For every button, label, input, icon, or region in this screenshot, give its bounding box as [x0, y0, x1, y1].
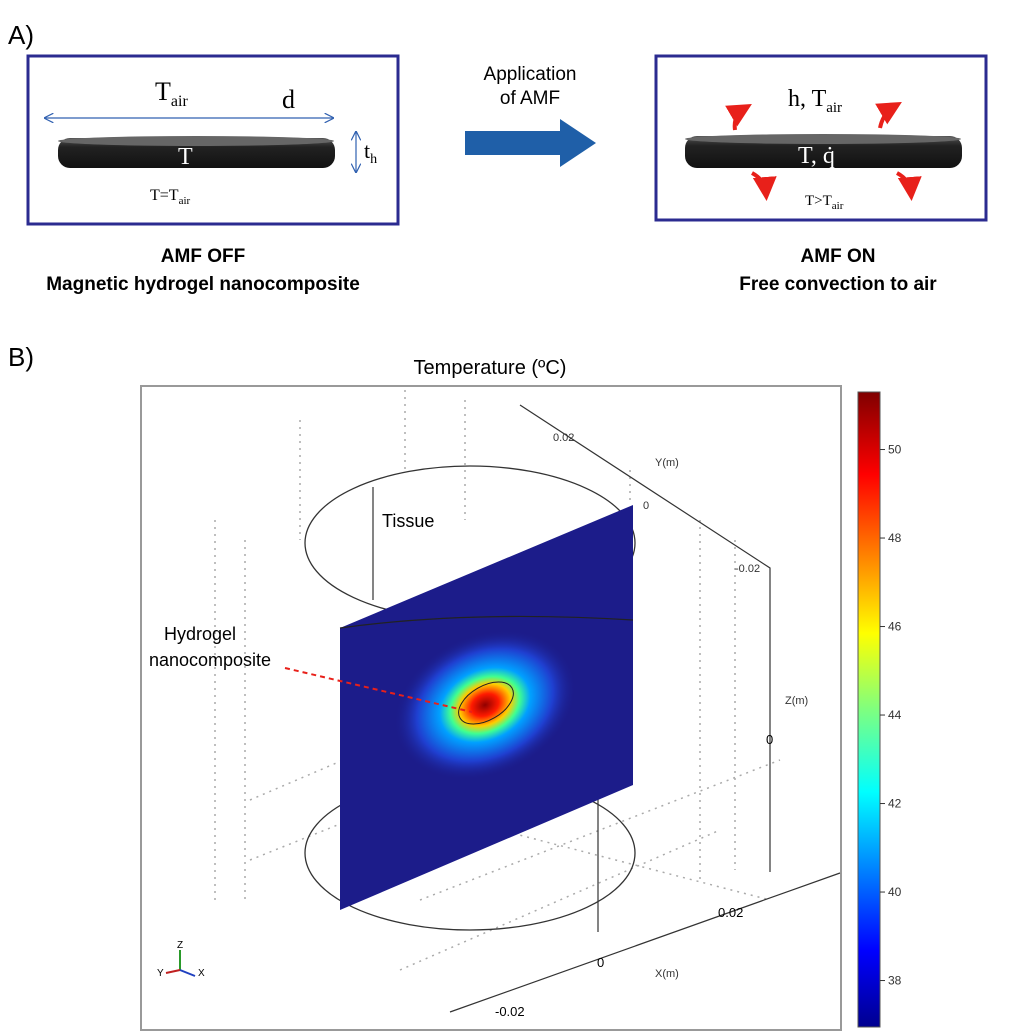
arrow-label: of AMF [500, 88, 560, 109]
label: T [178, 144, 193, 170]
colorbar-tick-label: 46 [888, 620, 902, 634]
annotation: Hydrogel [164, 624, 236, 644]
label: th [364, 138, 377, 167]
axis-label: Y(m) [655, 457, 679, 469]
annotation: nanocomposite [149, 650, 271, 670]
colorbar-tick-label: 42 [888, 797, 902, 811]
disc-top [58, 136, 334, 146]
caption: AMF ON [801, 246, 876, 267]
heat-arrow [880, 106, 895, 128]
colorbar [858, 392, 880, 1027]
triad-label: Y [157, 968, 164, 979]
tick-label: 0.02 [553, 432, 574, 444]
colorbar-tick-label: 50 [888, 443, 902, 457]
plot-title: Temperature (ºC) [414, 357, 567, 379]
label: h, Tair [788, 86, 842, 116]
caption: AMF OFF [161, 246, 245, 267]
panel-label: B) [8, 342, 34, 372]
colorbar-tick-label: 48 [888, 531, 902, 545]
annotation: Tissue [382, 511, 434, 531]
caption: Magnetic hydrogel nanocomposite [46, 274, 360, 295]
panel-label: A) [8, 20, 34, 50]
label: d [282, 85, 295, 114]
heat-arrow [735, 108, 745, 130]
heat-arrow [752, 173, 766, 193]
colorbar-tick-label: 44 [888, 708, 902, 722]
axis-label: X(m) [655, 968, 679, 980]
tick-label: 0.02 [718, 905, 743, 920]
label: T>Tair [805, 193, 844, 212]
arrow-label: Application [484, 64, 577, 85]
tick-label: 0 [643, 500, 649, 512]
tick-label: 0 [766, 732, 773, 747]
label: T=Tair [150, 187, 191, 207]
block-arrow [465, 119, 596, 167]
tick-label: -0.02 [495, 1004, 525, 1019]
label: T, q̇ [798, 143, 835, 169]
heat-arrow [897, 173, 911, 193]
axis-label: Z(m) [785, 695, 808, 707]
label: Tair [155, 77, 188, 110]
tick-label: 0 [597, 955, 604, 970]
colorbar-tick-label: 38 [888, 974, 902, 988]
tick-label: -0.02 [735, 563, 760, 575]
figure: A) Tair d T th T=Tair Application of AMF… [0, 0, 1011, 1032]
caption: Free convection to air [739, 274, 937, 295]
triad-label: Z [177, 940, 183, 951]
colorbar-tick-label: 40 [888, 885, 902, 899]
triad-label: X [198, 968, 205, 979]
